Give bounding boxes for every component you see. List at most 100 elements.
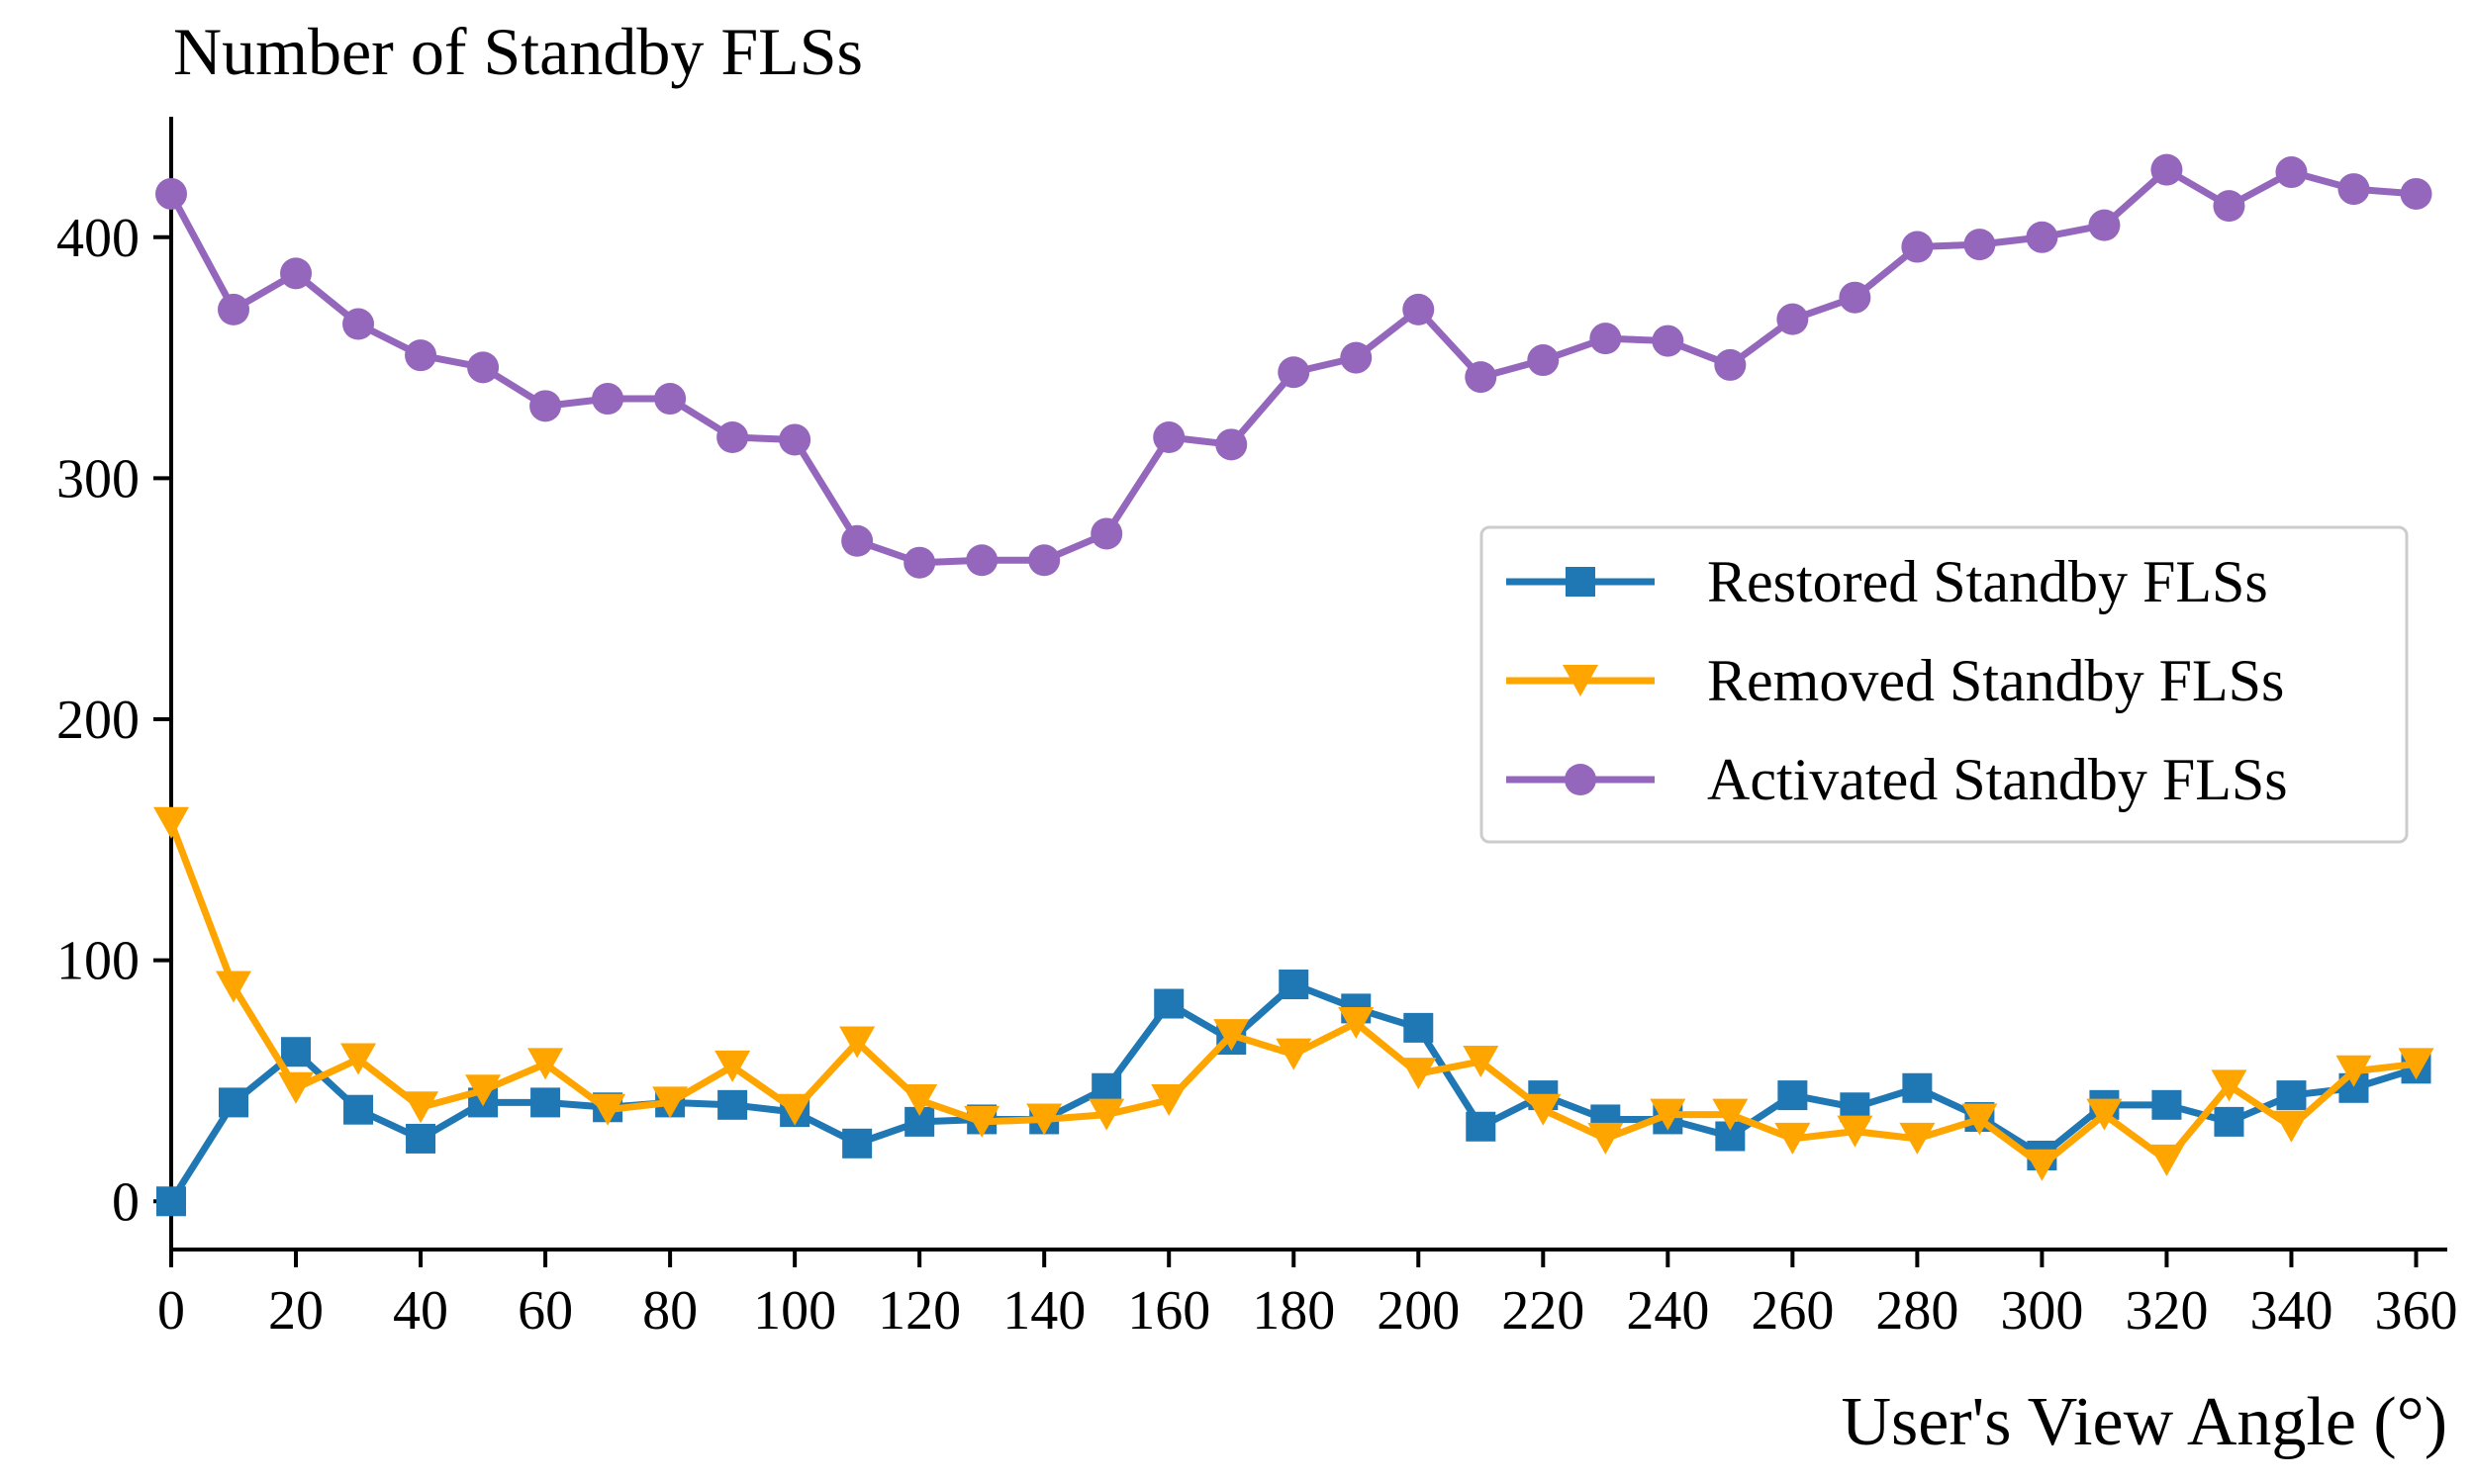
legend-swatch-marker — [1565, 764, 1596, 795]
series-3 — [155, 153, 2432, 579]
data-point — [281, 1037, 312, 1067]
data-point — [841, 524, 874, 557]
data-point — [714, 1050, 751, 1082]
data-point — [343, 1094, 374, 1125]
data-point — [1154, 988, 1185, 1019]
y-tick-label: 100 — [56, 931, 140, 992]
data-point — [1712, 1098, 1749, 1131]
data-point — [1402, 293, 1435, 325]
data-point — [1278, 356, 1310, 389]
data-point — [2211, 1069, 2247, 1102]
data-point — [2088, 209, 2121, 241]
y-tick-label: 200 — [56, 690, 140, 751]
data-point — [403, 1091, 439, 1124]
x-tick-label: 20 — [268, 1280, 324, 1342]
data-point — [527, 1048, 564, 1080]
data-point — [902, 1083, 938, 1116]
x-tick-label: 320 — [2125, 1280, 2208, 1342]
x-tick-label: 180 — [1252, 1280, 1335, 1342]
data-point — [218, 293, 250, 325]
data-point — [2275, 156, 2308, 189]
data-point — [839, 1026, 876, 1059]
data-point — [1777, 1080, 1808, 1111]
data-point — [1400, 1058, 1437, 1090]
data-point — [1151, 1083, 1188, 1116]
data-point — [1901, 231, 1934, 263]
data-point — [1091, 517, 1123, 550]
series-line — [168, 980, 2418, 1204]
data-point — [1276, 1038, 1312, 1070]
data-point — [1215, 428, 1248, 461]
data-point — [2400, 177, 2432, 210]
x-tick-label: 260 — [1751, 1280, 1834, 1342]
y-tick-label: 300 — [56, 448, 140, 510]
data-point — [529, 390, 562, 422]
x-tick-label: 140 — [1002, 1280, 1086, 1342]
data-point — [717, 1089, 748, 1120]
data-point — [1525, 1093, 1562, 1126]
data-point — [1403, 1012, 1434, 1043]
data-point — [1589, 323, 1622, 355]
data-point — [467, 351, 500, 384]
data-point — [2151, 1089, 2182, 1120]
data-point — [156, 1186, 186, 1217]
data-point — [2150, 153, 2183, 186]
data-point — [465, 1074, 502, 1107]
data-point — [777, 1093, 813, 1126]
series-1 — [156, 970, 2431, 1217]
series-layer — [153, 153, 2434, 1217]
x-tick-label: 160 — [1127, 1280, 1210, 1342]
data-point — [1899, 1122, 1936, 1155]
data-point — [1279, 970, 1309, 1000]
data-point — [1652, 325, 1684, 357]
x-ticks: 0 20 40 60 80 100 120 140 160 180 200 220 240 260 280 3… — [157, 1250, 2457, 1342]
data-point — [155, 177, 187, 210]
data-point — [216, 971, 252, 1003]
data-point — [779, 423, 811, 456]
legend-swatch-marker — [1563, 665, 1598, 696]
axes — [169, 117, 2447, 1252]
x-tick-label: 0 — [157, 1280, 185, 1342]
data-point — [904, 546, 936, 579]
x-tick-label: 360 — [2374, 1280, 2457, 1342]
data-point — [1028, 544, 1061, 577]
x-tick-label: 200 — [1377, 1280, 1460, 1342]
data-point — [1902, 1072, 1933, 1103]
data-point — [1527, 344, 1560, 377]
data-point — [964, 1105, 1000, 1138]
data-point — [153, 806, 189, 839]
data-point — [2276, 1080, 2307, 1111]
data-point — [406, 1123, 436, 1154]
data-point — [1839, 281, 1871, 314]
y-ticks: 0 100 200 300 400 — [56, 208, 171, 1233]
data-point — [405, 339, 437, 372]
data-point — [1338, 1007, 1375, 1039]
data-point — [1650, 1098, 1686, 1131]
data-point — [1092, 1072, 1122, 1103]
x-tick-label: 120 — [878, 1280, 961, 1342]
data-point — [2337, 173, 2370, 206]
data-point — [1465, 361, 1497, 394]
legend-label: Activated Standby FLSs — [1707, 747, 2288, 812]
x-tick-label: 80 — [642, 1280, 698, 1342]
data-point — [278, 1071, 315, 1104]
x-tick-label: 300 — [2000, 1280, 2083, 1342]
data-point — [530, 1087, 561, 1118]
data-point — [1213, 1019, 1250, 1052]
data-point — [1466, 1111, 1496, 1142]
data-point — [2398, 1048, 2434, 1080]
x-tick-label: 240 — [1626, 1280, 1709, 1342]
data-point — [2148, 1144, 2185, 1176]
data-point — [1776, 303, 1809, 335]
data-point — [2214, 1106, 2244, 1137]
legend-swatch-marker — [1566, 567, 1595, 597]
x-tick-label: 60 — [518, 1280, 573, 1342]
series-2 — [153, 806, 2434, 1181]
x-tick-label: 220 — [1501, 1280, 1584, 1342]
data-point — [966, 544, 999, 577]
y-tick-label: 0 — [112, 1171, 140, 1233]
data-point — [280, 257, 313, 290]
data-point — [1714, 348, 1747, 381]
data-point — [592, 383, 624, 416]
